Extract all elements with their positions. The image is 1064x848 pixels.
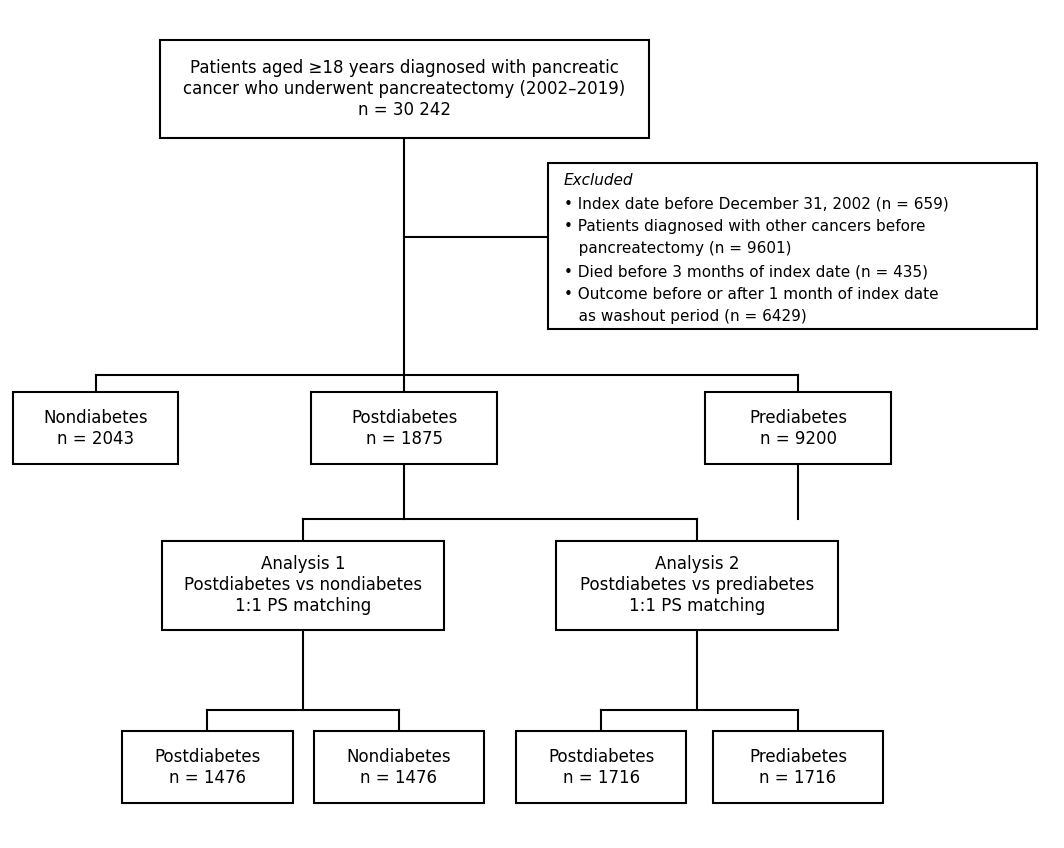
Text: Patients aged ≥18 years diagnosed with pancreatic
cancer who underwent pancreate: Patients aged ≥18 years diagnosed with p… — [183, 59, 626, 119]
Text: Prediabetes
n = 9200: Prediabetes n = 9200 — [749, 409, 847, 448]
Text: • Index date before December 31, 2002 (n = 659): • Index date before December 31, 2002 (n… — [564, 196, 949, 211]
FancyBboxPatch shape — [555, 541, 838, 629]
Text: • Patients diagnosed with other cancers before: • Patients diagnosed with other cancers … — [564, 219, 926, 234]
Text: Postdiabetes
n = 1716: Postdiabetes n = 1716 — [548, 748, 654, 787]
Text: • Died before 3 months of index date (n = 435): • Died before 3 months of index date (n … — [564, 264, 928, 279]
Text: • Outcome before or after 1 month of index date: • Outcome before or after 1 month of ind… — [564, 287, 938, 302]
FancyBboxPatch shape — [704, 392, 891, 465]
Text: Analysis 1
Postdiabetes vs nondiabetes
1:1 PS matching: Analysis 1 Postdiabetes vs nondiabetes 1… — [184, 555, 422, 615]
Text: as washout period (n = 6429): as washout period (n = 6429) — [564, 310, 807, 324]
Text: Postdiabetes
n = 1875: Postdiabetes n = 1875 — [351, 409, 458, 448]
FancyBboxPatch shape — [122, 731, 293, 804]
FancyBboxPatch shape — [314, 731, 484, 804]
Text: Nondiabetes
n = 2043: Nondiabetes n = 2043 — [44, 409, 148, 448]
Text: Analysis 2
Postdiabetes vs prediabetes
1:1 PS matching: Analysis 2 Postdiabetes vs prediabetes 1… — [580, 555, 814, 615]
Text: pancreatectomy (n = 9601): pancreatectomy (n = 9601) — [564, 242, 792, 256]
FancyBboxPatch shape — [516, 731, 686, 804]
FancyBboxPatch shape — [548, 164, 1037, 329]
FancyBboxPatch shape — [160, 40, 649, 137]
Text: Prediabetes
n = 1716: Prediabetes n = 1716 — [749, 748, 847, 787]
FancyBboxPatch shape — [162, 541, 444, 629]
FancyBboxPatch shape — [311, 392, 497, 465]
Text: Nondiabetes
n = 1476: Nondiabetes n = 1476 — [347, 748, 451, 787]
FancyBboxPatch shape — [13, 392, 178, 465]
Text: Excluded: Excluded — [564, 174, 633, 188]
Text: Postdiabetes
n = 1476: Postdiabetes n = 1476 — [154, 748, 261, 787]
FancyBboxPatch shape — [713, 731, 883, 804]
